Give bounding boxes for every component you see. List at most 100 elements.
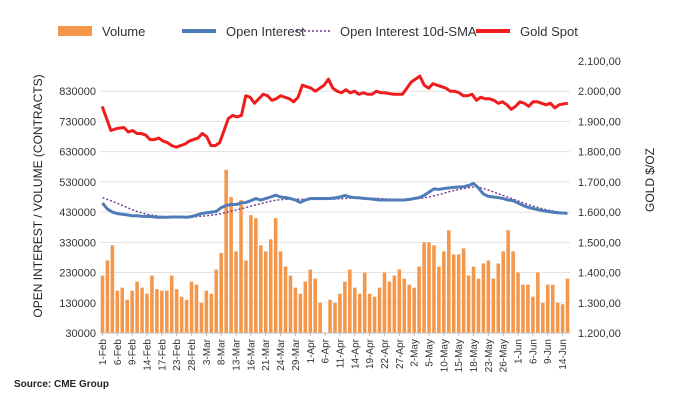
volume-bar (293, 287, 298, 333)
volume-bar (254, 218, 258, 333)
x-tick-label: 16-Mar (246, 338, 257, 370)
volume-bar (536, 272, 540, 333)
series-lines (100, 74, 569, 219)
volume-bar (402, 278, 407, 333)
volume-bar (214, 269, 219, 333)
source-note: Source: CME Group (14, 379, 110, 390)
volume-bar (224, 169, 228, 333)
right-tick-label: 1.900,00 (578, 116, 621, 128)
legend: Volume Open Interest Open Interest 10d-SMA… (58, 24, 578, 39)
x-tick-label: 29-Mar (291, 338, 302, 370)
x-tick-label: 17-Feb (157, 339, 168, 371)
volume-bar (125, 299, 129, 333)
volume-bar (259, 245, 263, 333)
legend-label: Volume (102, 24, 145, 39)
volume-bar (442, 251, 446, 333)
volume-bar (115, 290, 120, 333)
x-tick-label: 8-Mar (217, 338, 228, 365)
x-tick-label: 26-May (499, 339, 510, 372)
volume-bar (338, 293, 342, 333)
volume-bar (526, 284, 530, 333)
volume-bar (179, 296, 184, 333)
volume-bar (189, 281, 194, 333)
right-tick-label: 2.100,00 (578, 56, 621, 68)
volume-bar (343, 281, 347, 333)
volume-bar (145, 293, 149, 333)
volume-bar (174, 289, 179, 333)
x-tick-label: 14-Jun (558, 339, 569, 370)
volume-bar (140, 287, 144, 333)
volume-bar (541, 302, 545, 333)
left-tick-label: 30000 (65, 328, 96, 340)
volume-bar (387, 281, 392, 333)
left-tick-label: 230000 (59, 268, 96, 280)
x-tick-label: 2-May (410, 339, 421, 367)
volume-bar (130, 290, 134, 333)
volume-bar (397, 269, 402, 333)
volume-bar (333, 302, 337, 333)
volume-bar (313, 278, 317, 333)
volume-bar (288, 275, 293, 333)
volume-bar (283, 266, 288, 333)
open-interest-line (101, 181, 568, 219)
left-tick-label: 130000 (59, 298, 96, 310)
volume-bar (303, 281, 308, 333)
volume-bar (362, 272, 367, 333)
volume-bar (249, 215, 253, 333)
volume-bar (496, 263, 501, 333)
volume-bar (298, 293, 303, 333)
volume-bar (476, 278, 481, 333)
x-tick-label: 1-Apr (306, 338, 317, 363)
x-tick-label: 6-Jun (528, 339, 539, 364)
volume-bar (377, 287, 382, 333)
legend-label: Open Interest 10d-SMA (340, 24, 477, 39)
volume-bar (422, 242, 426, 333)
left-tick-label: 530000 (59, 177, 96, 189)
x-tick-label: 6-Apr (321, 338, 332, 363)
right-tick-label: 1.200,00 (578, 328, 621, 340)
volume-bar (447, 230, 451, 333)
volume-bar (169, 275, 174, 333)
volume-bar (273, 218, 278, 333)
x-tick-label: 22-Apr (380, 338, 391, 369)
volume-bar (471, 266, 476, 333)
volume-bar (308, 269, 313, 333)
x-tick-label: 27-Apr (395, 338, 406, 369)
volume-bar (521, 284, 525, 333)
volume-bar (516, 272, 520, 333)
left-tick-label: 630000 (59, 147, 96, 159)
x-tick-label: 15-May (454, 339, 465, 372)
volume-bar (219, 252, 223, 333)
volume-bar (263, 251, 268, 333)
volume-bar (100, 275, 105, 333)
volume-bar (348, 269, 352, 333)
x-tick-label: 6-Feb (113, 339, 124, 366)
legend-label: Open Interest (226, 24, 305, 39)
volume-bar (353, 287, 357, 333)
volume-bar (407, 284, 411, 333)
volume-bar (531, 296, 535, 333)
volume-bar (545, 284, 550, 333)
volume-bar (357, 293, 362, 333)
volume-bar (451, 254, 456, 333)
volume-bar (318, 302, 322, 333)
x-tick-label: 14-Feb (143, 339, 154, 371)
volume-bar (165, 290, 169, 333)
right-tick-label: 1.400,00 (578, 268, 621, 280)
volume-bar (105, 260, 110, 333)
right-tick-label: 1.800,00 (578, 147, 621, 159)
x-tick-label: 9-Feb (128, 339, 139, 366)
volume-bar (427, 242, 431, 333)
x-tick-label: 3-Mar (202, 338, 213, 365)
left-tick-label: 830000 (59, 86, 96, 98)
volume-bar (432, 245, 436, 333)
volume-bar (229, 197, 233, 333)
volume-bar (417, 266, 421, 333)
legend-label: Gold Spot (520, 24, 578, 39)
volume-bar (150, 275, 154, 333)
volume-bar (437, 266, 441, 333)
volume-bar (328, 299, 332, 333)
left-tick-label: 330000 (59, 237, 96, 249)
x-tick-label: 10-May (439, 339, 450, 372)
